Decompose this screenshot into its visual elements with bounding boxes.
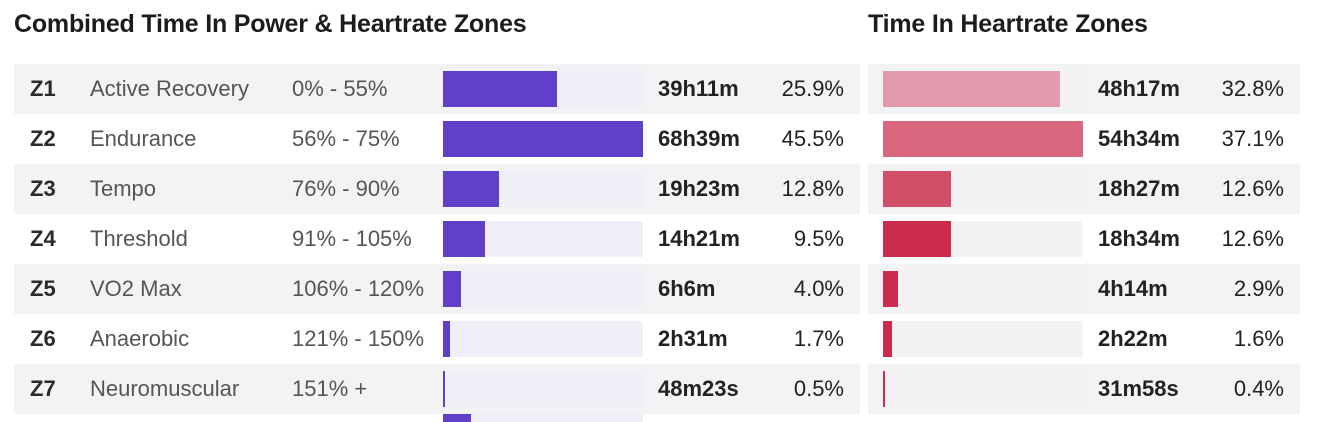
zone-time: 18h27m <box>1098 176 1180 201</box>
table-row: Z4 Threshold 91% - 105% 14h21m 9.5% <box>14 214 860 264</box>
zone-percent: 37.1% <box>1221 126 1284 151</box>
zone-range: 91% - 105% <box>292 226 412 251</box>
bar <box>443 171 499 207</box>
table-row: 18h27m 12.6% <box>868 164 1300 214</box>
zone-label: Z7 <box>30 376 56 401</box>
table-row: 31m58s 0.4% <box>868 364 1300 414</box>
bar-track <box>443 271 643 307</box>
zone-name: Neuromuscular <box>90 376 240 401</box>
bar-track <box>443 371 643 407</box>
zone-percent: 2.9% <box>1233 276 1284 301</box>
zone-percent: 1.6% <box>1233 326 1284 351</box>
zone-range: 106% - 120% <box>292 276 425 301</box>
zone-label: Z1 <box>30 76 56 101</box>
bar-track <box>883 321 1083 357</box>
zone-name: Anaerobic <box>90 326 190 351</box>
bar-track <box>443 71 643 107</box>
zone-range: 121% - 150% <box>292 326 425 351</box>
bar <box>883 271 898 307</box>
bar <box>443 321 450 357</box>
bar <box>443 271 461 307</box>
zone-name: Active Recovery <box>90 76 249 101</box>
bar-track <box>883 171 1083 207</box>
zone-range: 56% - 75% <box>292 126 400 151</box>
zone-percent: 0.4% <box>1233 376 1284 401</box>
bar-track <box>883 221 1083 257</box>
table-row: Z7 Neuromuscular 151% + 48m23s 0.5% <box>14 364 860 414</box>
zone-time: 2h31m <box>658 326 728 351</box>
table-row: 54h34m 37.1% <box>868 114 1300 164</box>
table-row: 4h14m 2.9% <box>868 264 1300 314</box>
table-row: Z5 VO2 Max 106% - 120% 6h6m 4.0% <box>14 264 860 314</box>
power-zones-table: Z1 Active Recovery 0% - 55% 39h11m 25.9% Z2 En… <box>14 64 860 414</box>
table-row: Z1 Active Recovery 0% - 55% 39h11m 25.9% <box>14 64 860 114</box>
heartrate-zones-table: 48h17m 32.8% 54h34m 37.1% 18h27m 12.6% 18h34m 1… <box>868 64 1300 414</box>
zone-percent: 45.5% <box>781 126 844 151</box>
zone-name: Threshold <box>90 226 188 251</box>
zone-range: 151% + <box>292 376 368 401</box>
zone-time: 4h14m <box>1098 276 1168 301</box>
zone-percent: 25.9% <box>781 76 844 101</box>
zone-label: Z4 <box>30 226 56 251</box>
table-row: 2h22m 1.6% <box>868 314 1300 364</box>
zone-name: Endurance <box>90 126 197 151</box>
zone-time: 6h6m <box>658 276 716 301</box>
zone-time: 48h17m <box>1098 76 1180 101</box>
bar <box>883 121 1083 157</box>
bar <box>883 371 885 407</box>
zone-time: 31m58s <box>1098 376 1179 401</box>
bar <box>883 171 951 207</box>
zone-time: 19h23m <box>658 176 740 201</box>
bar-track <box>883 371 1083 407</box>
table-row: 48h17m 32.8% <box>868 64 1300 114</box>
zone-percent: 12.6% <box>1221 176 1284 201</box>
zone-time: 2h22m <box>1098 326 1168 351</box>
zone-name: Tempo <box>90 176 157 201</box>
bar <box>443 121 643 157</box>
zone-percent: 1.7% <box>793 326 844 351</box>
bar <box>443 221 485 257</box>
table-row: 18h34m 12.6% <box>868 214 1300 264</box>
bar <box>883 321 892 357</box>
bar-track <box>443 121 643 157</box>
zone-range: 76% - 90% <box>292 176 400 201</box>
bar-track <box>883 71 1083 107</box>
zone-percent: 32.8% <box>1221 76 1284 101</box>
bar-track <box>883 271 1083 307</box>
bar <box>443 371 445 407</box>
zone-percent: 0.5% <box>793 376 844 401</box>
bar <box>883 71 1060 107</box>
partial-bar-fill <box>443 414 471 422</box>
zone-time: 68h39m <box>658 126 740 151</box>
power-zones-title: Combined Time In Power & Heartrate Zones <box>14 10 527 38</box>
bar-track <box>443 321 643 357</box>
zone-time: 39h11m <box>658 76 739 101</box>
zone-time: 18h34m <box>1098 226 1180 251</box>
partial-bar-track <box>443 414 643 422</box>
bar-track <box>443 221 643 257</box>
table-row: Z2 Endurance 56% - 75% 68h39m 45.5% <box>14 114 860 164</box>
bar <box>443 71 557 107</box>
zone-label: Z5 <box>30 276 56 301</box>
zone-percent: 9.5% <box>793 226 844 251</box>
zone-name: VO2 Max <box>90 276 182 301</box>
zone-time: 54h34m <box>1098 126 1180 151</box>
zone-percent: 4.0% <box>793 276 844 301</box>
bar <box>883 221 951 257</box>
table-row: Z3 Tempo 76% - 90% 19h23m 12.8% <box>14 164 860 214</box>
zone-percent: 12.8% <box>781 176 844 201</box>
zone-label: Z2 <box>30 126 56 151</box>
bar-track <box>883 121 1083 157</box>
table-row: Z6 Anaerobic 121% - 150% 2h31m 1.7% <box>14 314 860 364</box>
bar-track <box>443 171 643 207</box>
zone-range: 0% - 55% <box>292 76 388 101</box>
zone-label: Z3 <box>30 176 56 201</box>
zone-time: 48m23s <box>658 376 739 401</box>
zone-percent: 12.6% <box>1221 226 1284 251</box>
heartrate-zones-title: Time In Heartrate Zones <box>868 10 1148 38</box>
zone-time: 14h21m <box>658 226 740 251</box>
zone-label: Z6 <box>30 326 56 351</box>
